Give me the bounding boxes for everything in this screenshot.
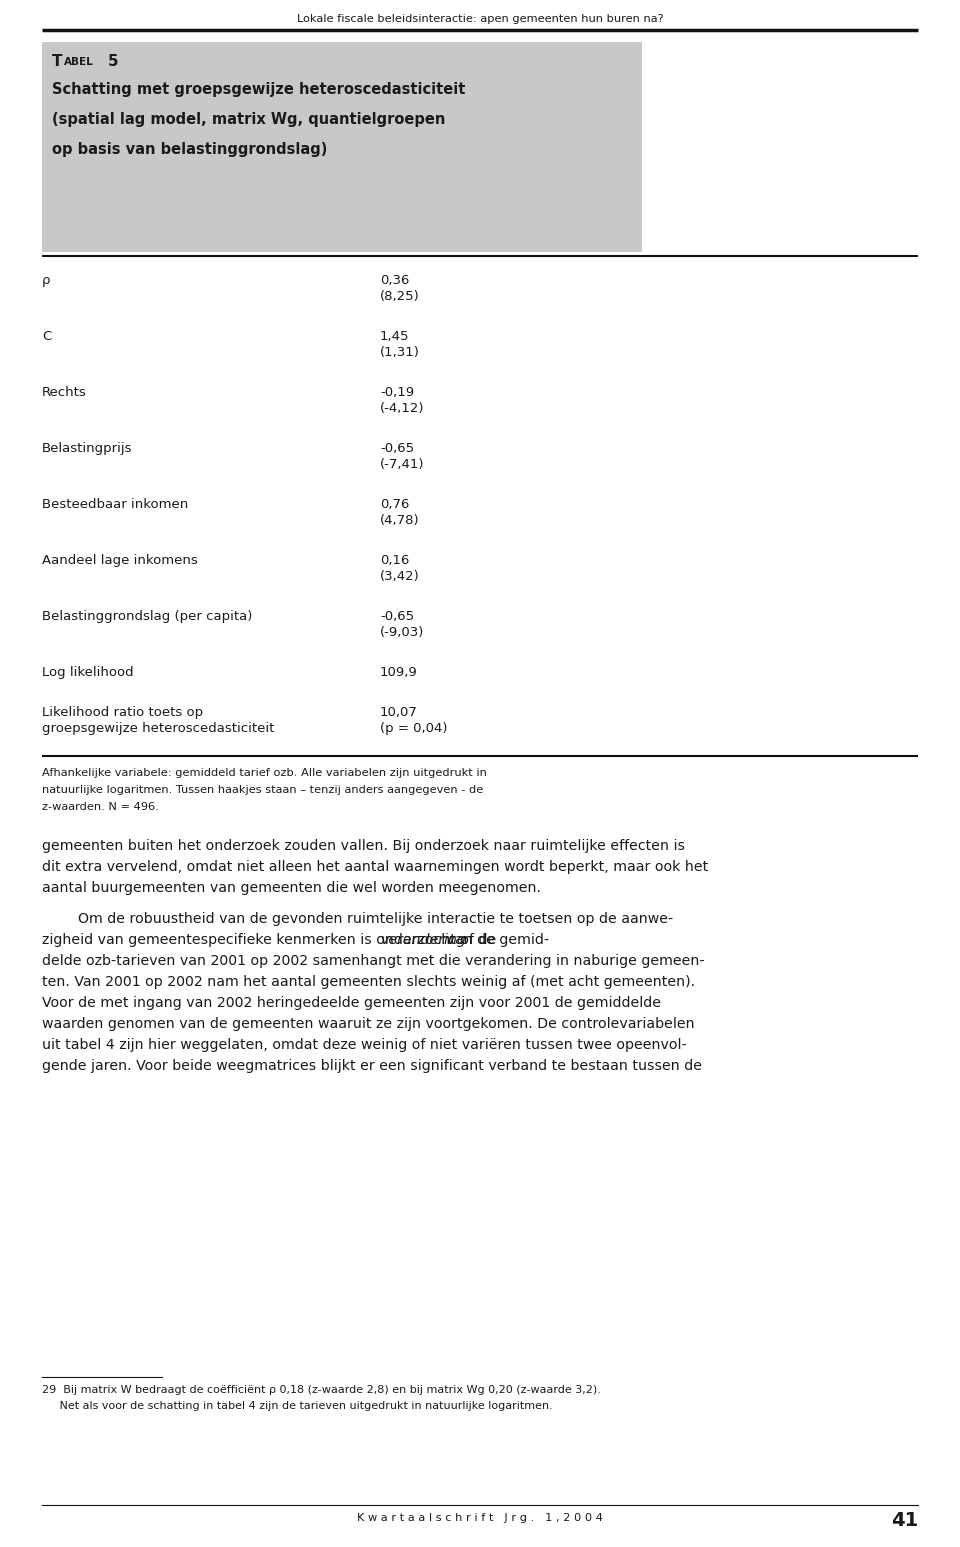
Text: gemeenten buiten het onderzoek zouden vallen. Bij onderzoek naar ruimtelijke eff: gemeenten buiten het onderzoek zouden va… (42, 838, 685, 852)
Text: -0,65: -0,65 (380, 610, 414, 623)
Text: Om de robuustheid van de gevonden ruimtelijke interactie te toetsen op de aanwe-: Om de robuustheid van de gevonden ruimte… (42, 913, 673, 927)
Text: Belastingprijs: Belastingprijs (42, 442, 132, 455)
Text: 109,9: 109,9 (380, 667, 418, 679)
Text: (1,31): (1,31) (380, 347, 420, 359)
Text: -0,65: -0,65 (380, 442, 414, 455)
Text: 41: 41 (891, 1511, 918, 1530)
Text: Log likelihood: Log likelihood (42, 667, 133, 679)
Text: 10,07: 10,07 (380, 705, 418, 719)
Text: aantal buurgemeenten van gemeenten die wel worden meegenomen.: aantal buurgemeenten van gemeenten die w… (42, 880, 541, 896)
Text: (spatial lag model, matrix Wg, quantielgroepen: (spatial lag model, matrix Wg, quantielg… (52, 111, 445, 127)
Text: Voor de met ingang van 2002 heringedeelde gemeenten zijn voor 2001 de gemiddelde: Voor de met ingang van 2002 heringedeeld… (42, 996, 661, 1010)
Text: T: T (52, 54, 62, 70)
Text: waarden genomen van de gemeenten waaruit ze zijn voortgekomen. De controlevariab: waarden genomen van de gemeenten waaruit… (42, 1016, 695, 1030)
Text: Afhankelijke variabele: gemiddeld tarief ozb. Alle variabelen zijn uitgedrukt in: Afhankelijke variabele: gemiddeld tarief… (42, 767, 487, 778)
Text: z-waarden. N = 496.: z-waarden. N = 496. (42, 801, 158, 812)
Text: groepsgewijze heteroscedasticiteit: groepsgewijze heteroscedasticiteit (42, 722, 275, 735)
Text: op basis van belastinggrondslag): op basis van belastinggrondslag) (52, 142, 327, 156)
Text: 0,76: 0,76 (380, 498, 409, 511)
Text: Besteedbaar inkomen: Besteedbaar inkomen (42, 498, 188, 511)
Text: ten. Van 2001 op 2002 nam het aantal gemeenten slechts weinig af (met acht gemee: ten. Van 2001 op 2002 nam het aantal gem… (42, 975, 695, 989)
Text: (-9,03): (-9,03) (380, 627, 424, 639)
Text: Lokale fiscale beleidsinteractie: apen gemeenten hun buren na?: Lokale fiscale beleidsinteractie: apen g… (297, 14, 663, 25)
Text: natuurlijke logaritmen. Tussen haakjes staan – tenzij anders aangegeven - de: natuurlijke logaritmen. Tussen haakjes s… (42, 784, 483, 795)
Text: Net als voor de schatting in tabel 4 zijn de tarieven uitgedrukt in natuurlijke : Net als voor de schatting in tabel 4 zij… (42, 1402, 553, 1411)
FancyBboxPatch shape (42, 42, 642, 252)
Text: 29  Bij matrix W bedraagt de coëfficiënt ρ 0,18 (z-waarde 2,8) en bij matrix Wg : 29 Bij matrix W bedraagt de coëfficiënt … (42, 1385, 601, 1395)
Text: dit extra vervelend, omdat niet alleen het aantal waarnemingen wordt beperkt, ma: dit extra vervelend, omdat niet alleen h… (42, 860, 708, 874)
Text: verandering: verandering (380, 933, 467, 947)
Text: delde ozb-tarieven van 2001 op 2002 samenhangt met die verandering in naburige g: delde ozb-tarieven van 2001 op 2002 same… (42, 954, 705, 968)
Text: Belastinggrondslag (per capita): Belastinggrondslag (per capita) (42, 610, 252, 623)
Text: zigheid van gemeentespecifieke kenmerken is onderzocht of de: zigheid van gemeentespecifieke kenmerken… (42, 933, 501, 947)
Text: (p = 0,04): (p = 0,04) (380, 722, 447, 735)
Text: (3,42): (3,42) (380, 569, 420, 583)
Text: (-7,41): (-7,41) (380, 458, 424, 470)
Text: 0,36: 0,36 (380, 274, 409, 288)
Text: ABEL: ABEL (64, 57, 94, 67)
Text: 5: 5 (108, 54, 119, 70)
Text: C: C (42, 330, 51, 343)
Text: Likelihood ratio toets op: Likelihood ratio toets op (42, 705, 204, 719)
Text: ρ: ρ (42, 274, 51, 288)
Text: van de gemid-: van de gemid- (442, 933, 549, 947)
Text: (-4,12): (-4,12) (380, 402, 424, 415)
Text: gende jaren. Voor beide weegmatrices blijkt er een significant verband te bestaa: gende jaren. Voor beide weegmatrices bli… (42, 1060, 702, 1074)
Text: 1,45: 1,45 (380, 330, 410, 343)
Text: uit tabel 4 zijn hier weggelaten, omdat deze weinig of niet variëren tussen twee: uit tabel 4 zijn hier weggelaten, omdat … (42, 1038, 686, 1052)
Text: 0,16: 0,16 (380, 554, 409, 568)
Text: (4,78): (4,78) (380, 514, 420, 528)
Text: (8,25): (8,25) (380, 289, 420, 303)
Text: K w a r t a a l s c h r i f t   J r g .   1 , 2 0 0 4: K w a r t a a l s c h r i f t J r g . 1 … (357, 1513, 603, 1522)
Text: Schatting met groepsgewijze heteroscedasticiteit: Schatting met groepsgewijze heteroscedas… (52, 82, 466, 97)
Text: -0,19: -0,19 (380, 387, 414, 399)
Text: Rechts: Rechts (42, 387, 86, 399)
Text: Aandeel lage inkomens: Aandeel lage inkomens (42, 554, 198, 568)
